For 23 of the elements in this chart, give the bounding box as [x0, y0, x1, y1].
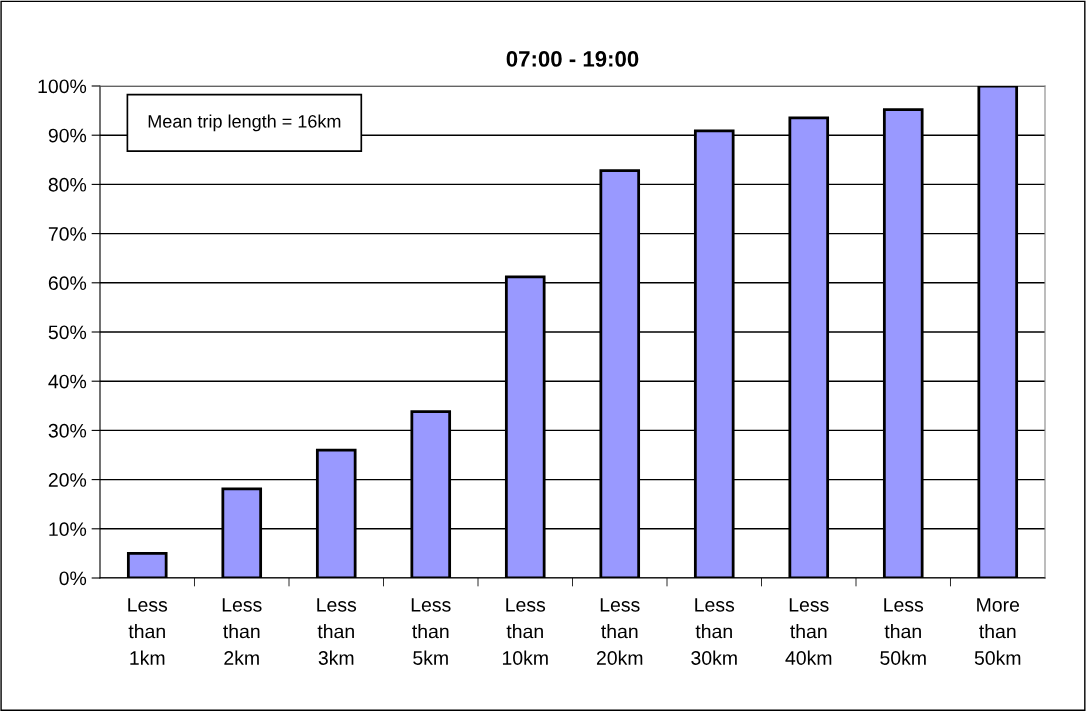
y-tick-label: 80%	[48, 177, 87, 192]
x-tick-label: More than 50km	[974, 598, 1021, 665]
y-tick-label: 10%	[49, 522, 87, 537]
x-tick-label: Less than 40km	[785, 598, 832, 665]
y-tick-label: 90%	[48, 128, 87, 143]
x-tick-label: Less than 10km	[502, 598, 548, 665]
y-tick-label: 60%	[48, 276, 87, 291]
x-tick-label: Less than 1km	[128, 598, 168, 665]
chart-title: 07:00 - 19:00	[506, 51, 639, 67]
y-tick-label: 40%	[48, 374, 87, 389]
x-tick-label: Less than 3km	[317, 598, 357, 665]
annotation: Mean trip length = 16km	[148, 114, 341, 132]
y-tick-label: 100%	[38, 79, 87, 94]
y-tick-label: 20%	[48, 473, 87, 487]
x-tick-label: Less than 2km	[222, 598, 262, 665]
y-tick-label: 50%	[48, 325, 87, 340]
y-tick-label: 70%	[48, 227, 87, 241]
x-tick-label: Less than 20km	[596, 598, 643, 665]
y-tick-label: 0%	[59, 571, 87, 586]
x-tick-label: Less than 5km	[411, 598, 451, 665]
x-tick-label: Less than 30km	[691, 598, 737, 665]
x-tick-label: Less than 50km	[880, 598, 926, 665]
y-tick-label: 30%	[48, 423, 87, 438]
